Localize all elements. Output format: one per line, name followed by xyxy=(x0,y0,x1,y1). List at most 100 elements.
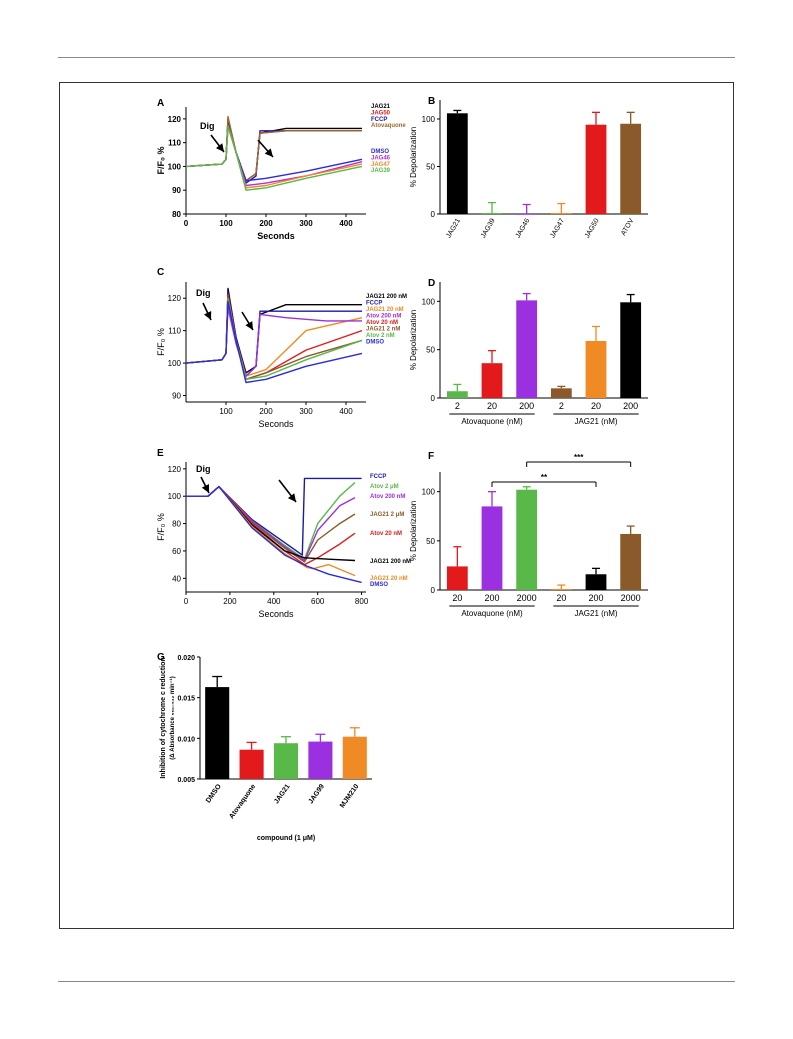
legend-entry-E: JAG21 2 μM xyxy=(370,512,404,518)
bar-label-F: 200 xyxy=(484,593,499,603)
bar-F xyxy=(585,574,607,590)
legend-entry-C: DMSO xyxy=(366,340,384,346)
y-tick-label-G: 0.010 xyxy=(177,736,195,743)
bar-B xyxy=(585,124,607,214)
y-tick-label-D: 0 xyxy=(431,394,436,403)
bar-B xyxy=(481,213,503,214)
marker-arrow-C-1-head xyxy=(245,321,253,330)
legend-entry-C: Atov 20 nM xyxy=(366,320,398,326)
legend-entry-E: FCCP xyxy=(370,474,386,480)
x-tick-label-E: 400 xyxy=(267,597,281,606)
legend-entry-C: Atov 2 nM xyxy=(366,333,395,339)
y-axis-label-G: (Δ Absorbance ₅₅₀₋₅₄₂ min⁻¹) xyxy=(169,676,176,759)
bar-label-B: JAG39 xyxy=(480,217,497,239)
legend-entry-A: FCCP xyxy=(371,117,387,123)
y-tick-label-E: 120 xyxy=(168,465,182,474)
bar-D xyxy=(446,391,468,398)
x-tick-label-C: 100 xyxy=(219,407,233,416)
series-line-C xyxy=(185,297,363,380)
panel-letter-C: C xyxy=(157,267,164,278)
y-tick-label-C: 90 xyxy=(172,392,181,401)
bar-label-G: MJM210 xyxy=(339,783,360,809)
series-line-C xyxy=(185,294,363,377)
bar-label-D: 2 xyxy=(455,401,460,411)
series-line-E xyxy=(186,485,356,562)
panel-letter-B: B xyxy=(428,96,435,107)
x-tick-label-A: 400 xyxy=(339,219,353,228)
marker-arrow-A-1-head xyxy=(264,148,273,157)
legend-entry-A: JAG46 xyxy=(371,155,391,161)
dig-label-E: Dig xyxy=(196,464,211,474)
y-tick-label-E: 100 xyxy=(168,492,182,501)
bar-F xyxy=(446,566,468,590)
dig-label-A: Dig xyxy=(200,121,215,131)
bar-label-G: JAG99 xyxy=(308,783,327,805)
legend-entry-E: Atov 2 μM xyxy=(370,484,399,490)
panel-letter-F: F xyxy=(428,451,434,462)
bar-label-B: ATOV xyxy=(620,217,635,237)
series-line-E xyxy=(186,485,362,584)
legend-entry-A: JAG21 xyxy=(371,104,391,110)
bar-label-F: 20 xyxy=(556,593,566,603)
x-axis-label-A: Seconds xyxy=(257,231,295,241)
y-tick-label-B: 0 xyxy=(431,210,436,219)
bar-label-D: 20 xyxy=(487,401,497,411)
bar-F xyxy=(481,506,503,590)
x-tick-label-E: 0 xyxy=(184,597,189,606)
series-line-E xyxy=(186,485,356,562)
x-axis-label-E: Seconds xyxy=(258,609,294,619)
legend-entry-A: JAG47 xyxy=(371,162,391,168)
x-tick-label-C: 400 xyxy=(339,407,353,416)
bar-label-F: 2000 xyxy=(621,593,641,603)
series-line-C xyxy=(185,300,363,384)
series-line-A xyxy=(185,125,363,191)
x-tick-label-A: 0 xyxy=(184,219,189,228)
bar-label-G: JAG21 xyxy=(273,783,292,805)
series-line-C xyxy=(185,294,363,380)
marker-arrow-E-0-head xyxy=(201,484,209,493)
legend-entry-C: FCCP xyxy=(366,301,382,307)
y-axis-label-B: % Depolarization xyxy=(409,127,418,187)
y-tick-label-E: 80 xyxy=(172,520,181,529)
legend-entry-E: JAG21 20 nM xyxy=(370,576,408,582)
y-tick-label-F: 50 xyxy=(426,537,435,546)
bar-D xyxy=(481,363,503,398)
y-tick-label-G: 0.015 xyxy=(177,696,195,703)
y-tick-label-E: 60 xyxy=(172,547,181,556)
y-tick-label-F: 100 xyxy=(422,488,436,497)
legend-entry-C: JAG21 2 nM xyxy=(366,327,400,333)
bar-label-G: Atovaquone xyxy=(228,783,257,820)
x-tick-label-A: 300 xyxy=(299,219,313,228)
legend-entry-C: JAG21 200 nM xyxy=(366,294,407,300)
group-label-D: JAG21 (nM) xyxy=(574,417,617,426)
y-tick-label-B: 100 xyxy=(422,115,436,124)
bar-G xyxy=(308,741,333,779)
x-axis-label-G: compound (1 μM) xyxy=(257,835,315,842)
y-axis-label-C: F/F₀ % xyxy=(156,328,166,356)
sig-label: *** xyxy=(574,453,584,462)
group-label-F: Atovaquone (nM) xyxy=(461,609,523,618)
bar-label-B: JAG47 xyxy=(549,217,566,239)
y-tick-label-A: 120 xyxy=(168,115,182,124)
legend-entry-E: Atov 200 nM xyxy=(370,494,405,500)
bar-G xyxy=(342,736,367,779)
legend-entry-E: JAG21 200 nM xyxy=(370,559,411,565)
series-line-A xyxy=(185,125,363,189)
y-tick-label-D: 100 xyxy=(422,297,436,306)
bar-F xyxy=(550,589,572,590)
bar-G xyxy=(205,687,230,779)
marker-arrow-A-0-head xyxy=(215,143,224,152)
legend-entry-C: JAG21 20 nM xyxy=(366,307,404,313)
series-line-E xyxy=(186,477,362,556)
bar-B xyxy=(446,113,468,214)
footer-rule xyxy=(58,981,735,982)
y-tick-label-A: 100 xyxy=(168,162,182,171)
bar-G xyxy=(239,749,264,779)
group-label-D: Atovaquone (nM) xyxy=(461,417,523,426)
x-tick-label-C: 300 xyxy=(299,407,313,416)
bar-label-F: 200 xyxy=(588,593,603,603)
dig-label-C: Dig xyxy=(196,288,211,298)
x-tick-label-C: 200 xyxy=(259,407,273,416)
legend-entry-C: Atov 200 nM xyxy=(366,314,401,320)
